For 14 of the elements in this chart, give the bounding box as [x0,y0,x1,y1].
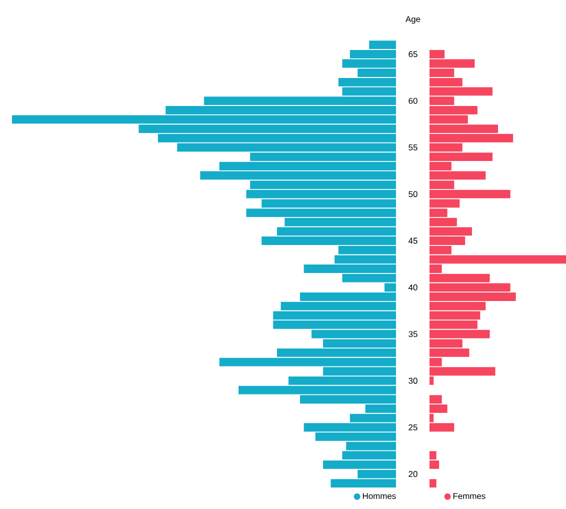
y-tick-label: 30 [408,378,418,384]
y-tick-label: 45 [408,238,418,244]
y-tick-label: 20 [408,471,418,478]
legend-label: Hommes [362,493,396,499]
bar [430,479,436,488]
y-tick-label: 50 [408,191,418,198]
y-tick-label: 55 [408,144,418,150]
y-tick-label: 60 [408,98,418,104]
y-tick-label: 65 [408,51,418,58]
y-tick-label: 40 [408,284,418,290]
y-axis-title: Age [405,16,420,24]
y-tick-label: 35 [408,331,418,338]
legend-label: Femmes [453,493,486,499]
y-tick-label: 25 [408,424,418,430]
